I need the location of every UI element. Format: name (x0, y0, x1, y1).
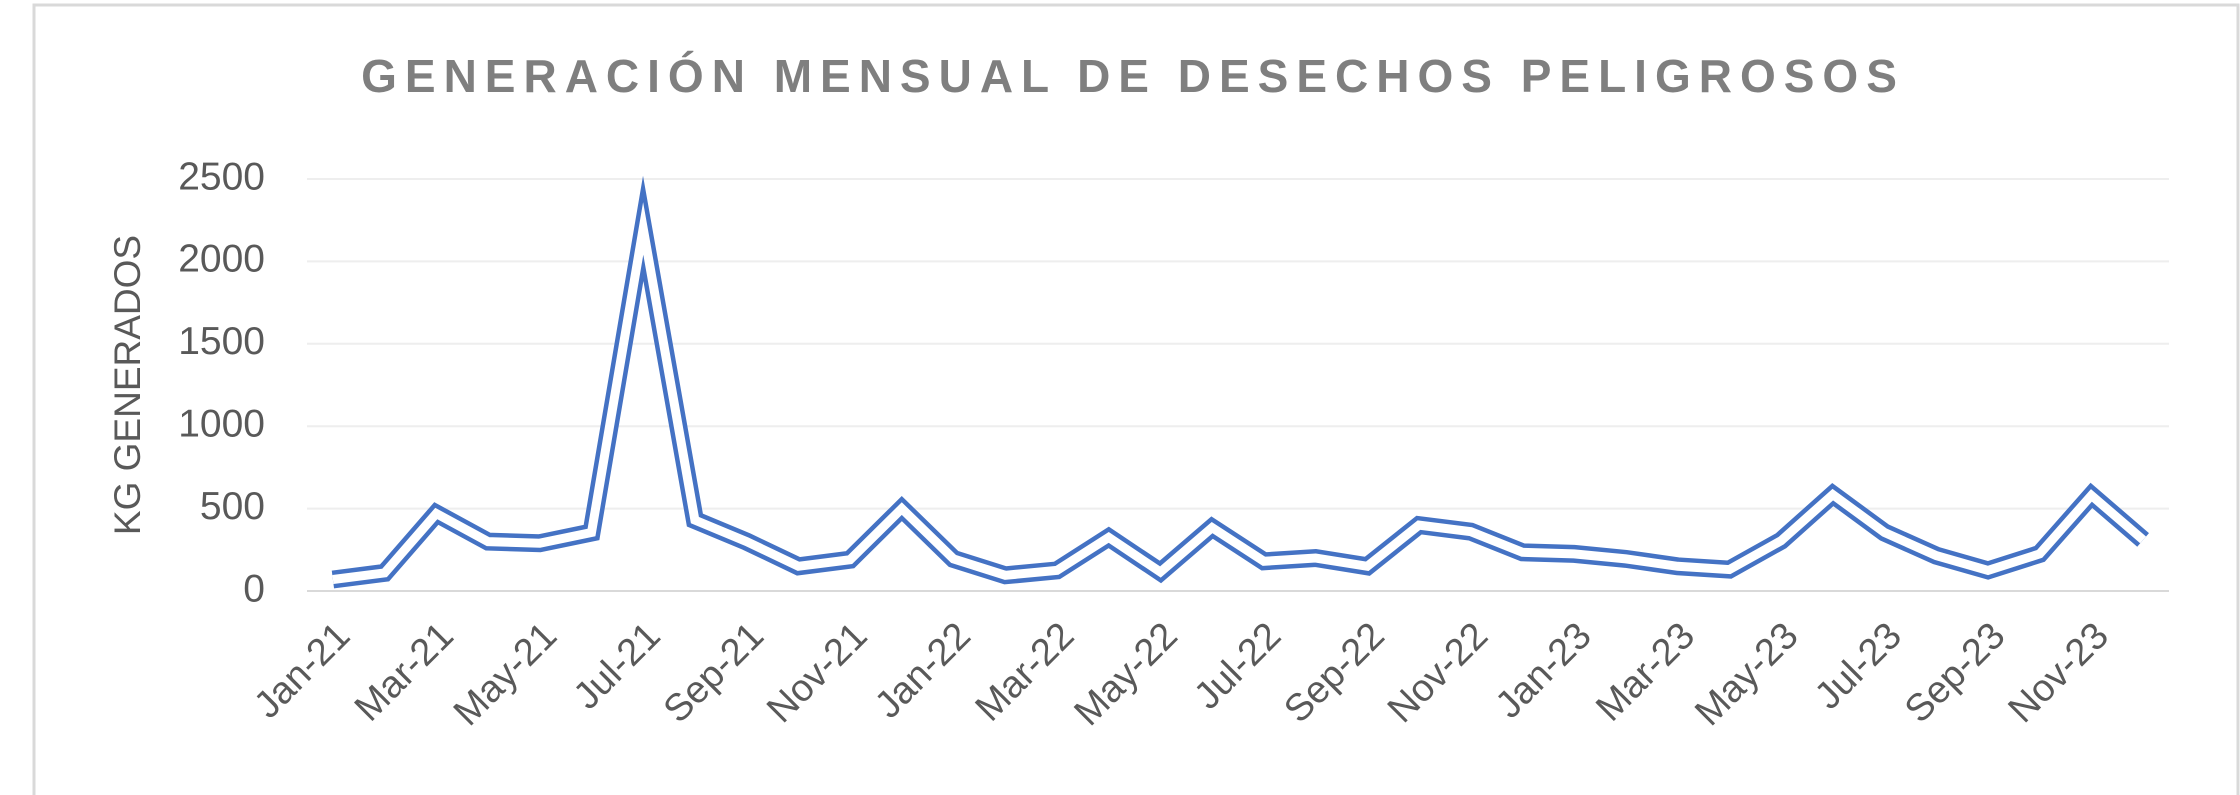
y-tick-label: 2000 (178, 238, 265, 281)
y-tick-label: 500 (200, 485, 265, 528)
chart-title: GENERACIÓN MENSUAL DE DESECHOS PELIGROSO… (361, 50, 1905, 102)
chart-frame (32, 3, 2240, 795)
y-axis-label: KG GENERADOS (107, 235, 148, 535)
y-tick-label: 0 (243, 567, 265, 610)
line-series-inner (332, 202, 2147, 584)
y-tick-label: 2500 (178, 155, 265, 198)
y-tick-label: 1000 (178, 402, 265, 445)
y-tick-label: 1500 (178, 320, 265, 363)
